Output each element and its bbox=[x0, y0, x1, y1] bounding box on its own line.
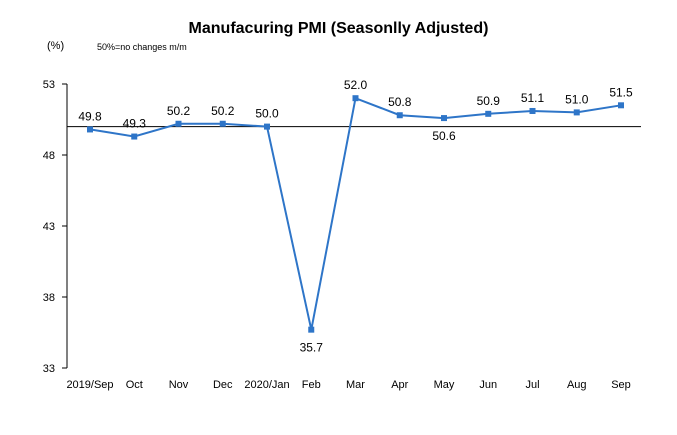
x-tick-label: Aug bbox=[567, 379, 587, 391]
data-label: 35.7 bbox=[300, 341, 324, 355]
data-point bbox=[573, 109, 580, 116]
data-label: 49.3 bbox=[123, 117, 147, 131]
chart-title: Manufacuring PMI (Seasonlly Adjusted) bbox=[188, 20, 489, 37]
data-markers bbox=[87, 95, 624, 333]
y-tick-label: 38 bbox=[43, 292, 55, 304]
data-point bbox=[441, 115, 447, 122]
x-tick-label: Oct bbox=[126, 379, 143, 391]
data-point bbox=[485, 110, 492, 117]
x-tick-label: Nov bbox=[169, 379, 189, 391]
y-ticks: 33 38 43 48 53 bbox=[43, 79, 67, 375]
data-label: 50.0 bbox=[255, 107, 279, 121]
y-tick-label: 43 bbox=[43, 221, 55, 233]
data-point bbox=[175, 120, 182, 127]
data-label: 51.5 bbox=[609, 85, 633, 99]
data-point bbox=[352, 95, 359, 102]
data-label: 50.2 bbox=[211, 104, 235, 118]
data-label: 49.8 bbox=[78, 109, 102, 123]
pmi-series-line bbox=[89, 96, 622, 330]
x-tick-label: Feb bbox=[302, 379, 321, 391]
y-unit-label: (%) bbox=[47, 40, 65, 52]
y-tick-label: 33 bbox=[43, 363, 55, 375]
x-tick-label: Mar bbox=[346, 379, 365, 391]
data-label: 51.0 bbox=[565, 92, 589, 106]
data-point bbox=[308, 326, 315, 333]
data-label: 50.8 bbox=[388, 95, 412, 109]
data-labels: 49.8 49.3 50.2 50.2 50.0 35.7 52.0 50.8 50.6 50.9… bbox=[78, 78, 633, 354]
data-label: 50.9 bbox=[477, 94, 501, 108]
y-tick-label: 53 bbox=[43, 79, 55, 91]
data-point bbox=[87, 126, 93, 133]
baseline-note: 50%=no changes m/m bbox=[97, 42, 187, 52]
data-point bbox=[529, 107, 536, 114]
data-label: 51.1 bbox=[521, 91, 545, 105]
data-point bbox=[131, 133, 138, 140]
x-tick-label: 2020/Jan bbox=[244, 379, 289, 391]
data-point bbox=[264, 123, 270, 130]
x-tick-label: Jul bbox=[525, 379, 539, 391]
x-tick-label: Dec bbox=[213, 379, 233, 391]
data-label: 52.0 bbox=[344, 78, 368, 92]
y-tick-label: 48 bbox=[43, 150, 55, 162]
data-point bbox=[396, 112, 403, 119]
x-tick-labels: 2019/Sep Oct Nov Dec 2020/Jan Feb Mar Apr May Jun… bbox=[66, 379, 630, 391]
x-tick-label: Jun bbox=[479, 379, 497, 391]
x-tick-label: Apr bbox=[391, 379, 408, 391]
x-tick-label: Sep bbox=[611, 379, 631, 391]
data-point bbox=[618, 102, 624, 109]
data-label: 50.6 bbox=[432, 129, 456, 143]
data-label: 50.2 bbox=[167, 104, 191, 118]
x-tick-label: 2019/Sep bbox=[66, 379, 113, 391]
data-point bbox=[219, 120, 226, 127]
x-tick-label: May bbox=[434, 379, 455, 391]
